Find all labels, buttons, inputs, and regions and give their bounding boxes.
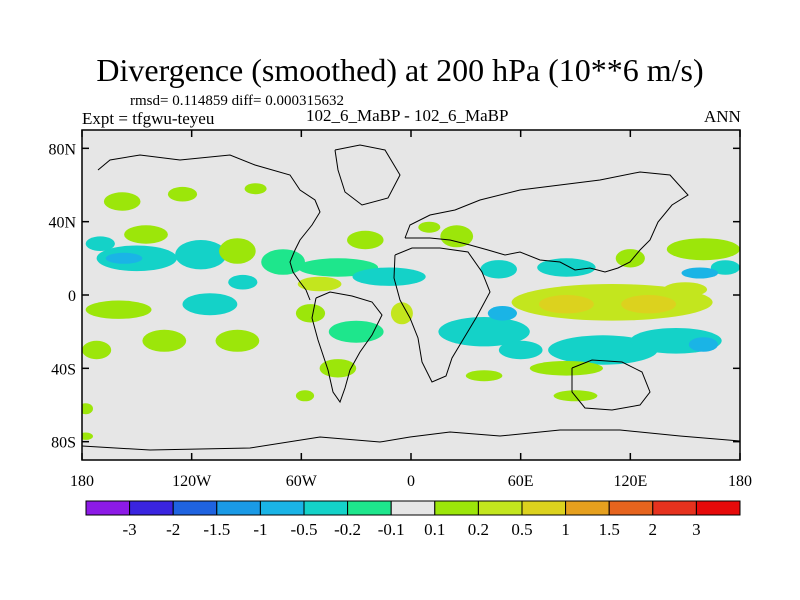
colorbar-label-13: 3 bbox=[692, 520, 701, 539]
coastline-greenland bbox=[334, 144, 401, 206]
anomaly-region-37 bbox=[295, 304, 326, 323]
axes: 180 120W 60W 0 60E 120E 180 80N 40N 0 40S 80S bbox=[48, 130, 752, 490]
anomaly-region-16 bbox=[418, 221, 441, 233]
anomaly-region-7 bbox=[175, 240, 227, 270]
colorbar-swatch-14 bbox=[695, 500, 741, 516]
anomaly-region-26 bbox=[621, 295, 676, 314]
colorbar-swatch-1 bbox=[129, 500, 174, 516]
anomaly-layer bbox=[82, 183, 740, 440]
colorbar-label-9: 0.5 bbox=[511, 520, 532, 539]
anomaly-region-6 bbox=[105, 252, 143, 264]
y-tick-label-2: 0 bbox=[68, 288, 76, 305]
anomaly-region-34 bbox=[487, 306, 517, 321]
expt-label: Expt = tfgwu-teyeu bbox=[82, 109, 215, 128]
colorbar-label-10: 1 bbox=[561, 520, 570, 539]
anomaly-region-40 bbox=[142, 329, 187, 352]
coastline-africa bbox=[393, 247, 491, 383]
colorbar-swatch-4 bbox=[259, 500, 305, 516]
x-tick-label-5: 120E bbox=[613, 473, 647, 490]
anomaly-region-45 bbox=[82, 403, 93, 415]
anomaly-region-8 bbox=[261, 249, 305, 275]
anomaly-region-35 bbox=[390, 302, 413, 325]
colorbar-swatch-13 bbox=[652, 500, 697, 516]
colorbar-label-2: -1.5 bbox=[203, 520, 230, 539]
y-tick-label-4: 80S bbox=[51, 435, 76, 452]
anomaly-region-29 bbox=[688, 337, 719, 352]
x-tick-label-2: 60W bbox=[286, 473, 318, 490]
anomaly-region-2 bbox=[244, 183, 267, 195]
colorbar-swatch-11 bbox=[565, 500, 610, 516]
anomaly-region-27 bbox=[548, 335, 658, 365]
colorbar-label-12: 2 bbox=[649, 520, 658, 539]
colorbar-swatch-6 bbox=[347, 500, 392, 516]
anomaly-region-9 bbox=[219, 238, 256, 264]
anomaly-region-10 bbox=[228, 274, 258, 290]
anomaly-region-18 bbox=[537, 258, 596, 277]
anomaly-region-0 bbox=[103, 192, 141, 211]
anomaly-region-44 bbox=[295, 390, 315, 402]
y-tick-label-1: 40N bbox=[48, 215, 76, 232]
colorbar-label-6: -0.1 bbox=[378, 520, 405, 539]
anomaly-region-32 bbox=[438, 317, 530, 347]
colorbar-swatch-3 bbox=[216, 500, 261, 516]
x-tick-label-3: 0 bbox=[407, 473, 415, 490]
colorbar-swatch-12 bbox=[608, 500, 654, 516]
anomaly-region-25 bbox=[539, 295, 594, 314]
anomaly-region-33 bbox=[498, 340, 543, 360]
anomaly-region-42 bbox=[82, 340, 112, 360]
coastline-australia bbox=[571, 359, 651, 411]
anomaly-region-12 bbox=[297, 276, 342, 292]
anomaly-region-30 bbox=[529, 361, 604, 376]
coastline-antarctica bbox=[82, 429, 740, 451]
x-tick-label-4: 60E bbox=[508, 473, 534, 490]
season-label: ANN bbox=[704, 107, 741, 126]
coastline-eurasia bbox=[404, 171, 689, 273]
anomaly-region-17 bbox=[480, 260, 517, 279]
anomaly-region-3 bbox=[124, 225, 168, 244]
stats-text: rmsd= 0.114859 diff= 0.000315632 bbox=[130, 93, 344, 109]
anomaly-region-38 bbox=[182, 293, 238, 316]
colorbar-label-1: -2 bbox=[166, 520, 180, 539]
colorbar-swatch-0 bbox=[85, 500, 131, 516]
anomaly-region-15 bbox=[440, 225, 474, 248]
colorbar-label-7: 0.1 bbox=[424, 520, 445, 539]
colorbar-label-5: -0.2 bbox=[334, 520, 361, 539]
colorbar-swatch-10 bbox=[521, 500, 567, 516]
anomaly-region-22 bbox=[681, 267, 719, 279]
anomaly-region-1 bbox=[167, 186, 198, 202]
anomaly-region-4 bbox=[85, 236, 115, 251]
anomaly-region-13 bbox=[352, 267, 426, 286]
colorbar-label-8: 0.2 bbox=[468, 520, 489, 539]
anomaly-region-39 bbox=[85, 300, 152, 319]
anomaly-region-21 bbox=[710, 260, 740, 275]
coastline-layer bbox=[82, 144, 740, 451]
chart-title: Divergence (smoothed) at 200 hPa (10**6 … bbox=[96, 52, 704, 88]
colorbar-swatch-2 bbox=[172, 500, 218, 516]
anomaly-region-46 bbox=[82, 432, 93, 440]
y-tick-label-3: 40S bbox=[51, 361, 76, 378]
anomaly-region-41 bbox=[215, 329, 260, 352]
coastline-south-america bbox=[311, 291, 383, 404]
x-tick-label-0: 180 bbox=[70, 473, 94, 490]
colorbar-label-4: -0.5 bbox=[291, 520, 318, 539]
anomaly-region-36 bbox=[328, 320, 384, 343]
x-tick-label-6: 180 bbox=[728, 473, 752, 490]
y-tick-label-0: 80N bbox=[48, 141, 76, 158]
colorbar-swatch-5 bbox=[303, 500, 349, 516]
coastline-north-america bbox=[97, 154, 321, 301]
anomaly-region-14 bbox=[347, 230, 384, 250]
colorbar-swatch-8 bbox=[434, 500, 479, 516]
colorbar-swatch-9 bbox=[477, 500, 523, 516]
colorbar-swatch-7 bbox=[390, 500, 436, 516]
anomaly-region-31 bbox=[465, 370, 503, 382]
colorbar-label-11: 1.5 bbox=[599, 520, 620, 539]
colorbar: -3 -2 -1.5 -1 -0.5 -0.2 -0.1 0.1 0.2 0.5 1 1.5 2 3 bbox=[85, 500, 741, 539]
x-tick-label-1: 120W bbox=[172, 473, 212, 490]
anomaly-region-20 bbox=[666, 238, 740, 261]
colorbar-label-0: -3 bbox=[123, 520, 137, 539]
anomaly-region-19 bbox=[615, 249, 645, 268]
colorbar-label-3: -1 bbox=[253, 520, 267, 539]
case-label: 102_6_MaBP - 102_6_MaBP bbox=[306, 106, 509, 125]
